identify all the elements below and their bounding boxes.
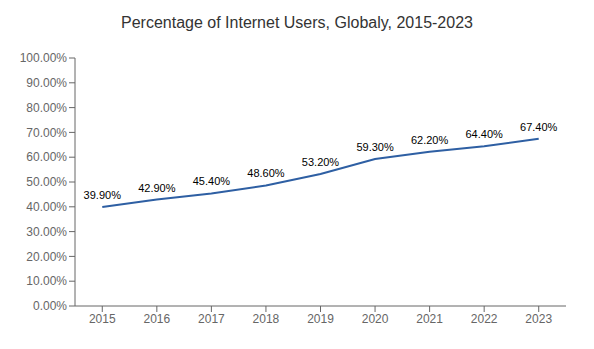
svg-text:60.00%: 60.00% xyxy=(26,150,67,164)
svg-text:90.00%: 90.00% xyxy=(26,76,67,90)
svg-text:30.00%: 30.00% xyxy=(26,225,67,239)
svg-text:45.40%: 45.40% xyxy=(193,175,231,187)
html-text:Percentage of Internet Users,: Percentage of Internet Users, Globaly, 2… xyxy=(121,14,473,31)
svg-text:50.00%: 50.00% xyxy=(26,175,67,189)
svg-text:64.40%: 64.40% xyxy=(466,128,504,140)
svg-text:2020: 2020 xyxy=(362,312,389,326)
svg-text:100.00%: 100.00% xyxy=(20,51,68,65)
svg-text:2016: 2016 xyxy=(143,312,170,326)
svg-text:70.00%: 70.00% xyxy=(26,126,67,140)
svg-text:2015: 2015 xyxy=(89,312,116,326)
svg-text:53.20%: 53.20% xyxy=(302,156,340,168)
svg-text:40.00%: 40.00% xyxy=(26,200,67,214)
svg-text:42.90%: 42.90% xyxy=(138,182,176,194)
svg-text:2023: 2023 xyxy=(525,312,552,326)
svg-text:80.00%: 80.00% xyxy=(26,101,67,115)
svg-text:20.00%: 20.00% xyxy=(26,250,67,264)
svg-text:2019: 2019 xyxy=(307,312,334,326)
svg-text:0.00%: 0.00% xyxy=(33,299,67,313)
svg-text:2018: 2018 xyxy=(253,312,280,326)
svg-text:48.60%: 48.60% xyxy=(247,167,285,179)
svg-text:67.40%: 67.40% xyxy=(520,121,558,133)
svg-text:2017: 2017 xyxy=(198,312,225,326)
svg-text:59.30%: 59.30% xyxy=(356,141,394,153)
svg-text:39.90%: 39.90% xyxy=(84,189,122,201)
svg-text:2022: 2022 xyxy=(471,312,498,326)
svg-text:2021: 2021 xyxy=(416,312,443,326)
svg-text:10.00%: 10.00% xyxy=(26,274,67,288)
svg-text:62.20%: 62.20% xyxy=(411,134,449,146)
